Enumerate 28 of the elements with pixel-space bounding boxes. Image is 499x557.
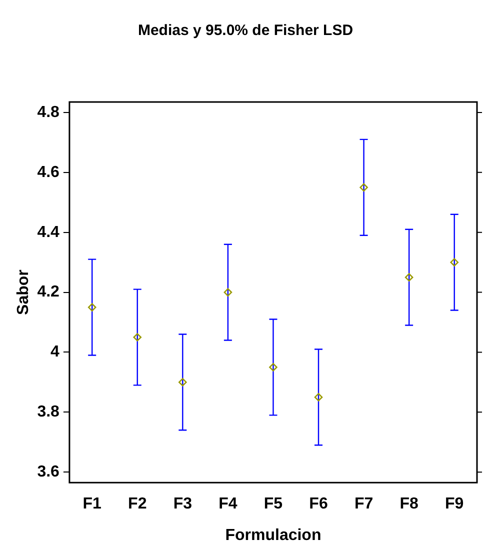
x-tick-label: F6 bbox=[309, 496, 328, 513]
point bbox=[314, 393, 323, 402]
x-tick-label: F1 bbox=[82, 496, 102, 513]
x-tick-label: F7 bbox=[354, 496, 374, 513]
point bbox=[88, 303, 96, 312]
x-axis-title: Formulacion bbox=[225, 526, 322, 544]
y-tick-label: 4 bbox=[50, 344, 60, 361]
y-tick-label: 4.8 bbox=[37, 104, 60, 121]
x-tick-label: F2 bbox=[128, 496, 147, 513]
y-tick-label: 4.6 bbox=[37, 164, 60, 181]
point bbox=[178, 378, 187, 386]
chart-title: Medias y 95.0% de Fisher LSD bbox=[138, 22, 354, 40]
point bbox=[404, 273, 414, 282]
point bbox=[269, 363, 278, 372]
x-tick-label: F4 bbox=[218, 496, 238, 513]
x-tick-label: F9 bbox=[445, 496, 464, 513]
x-tick-label: F5 bbox=[264, 496, 283, 513]
x-tick-label: F8 bbox=[400, 496, 419, 513]
y-tick-label: 4.2 bbox=[37, 284, 60, 301]
point bbox=[133, 333, 142, 342]
y-tick-label: 4.4 bbox=[37, 224, 60, 241]
point bbox=[360, 183, 368, 192]
y-axis-title: Sabor bbox=[15, 270, 32, 315]
point bbox=[224, 288, 232, 296]
x-tick-label: F3 bbox=[173, 496, 192, 513]
y-tick-label: 3.6 bbox=[37, 464, 60, 481]
y-tick-label: 3.8 bbox=[37, 404, 60, 421]
point bbox=[450, 258, 459, 266]
